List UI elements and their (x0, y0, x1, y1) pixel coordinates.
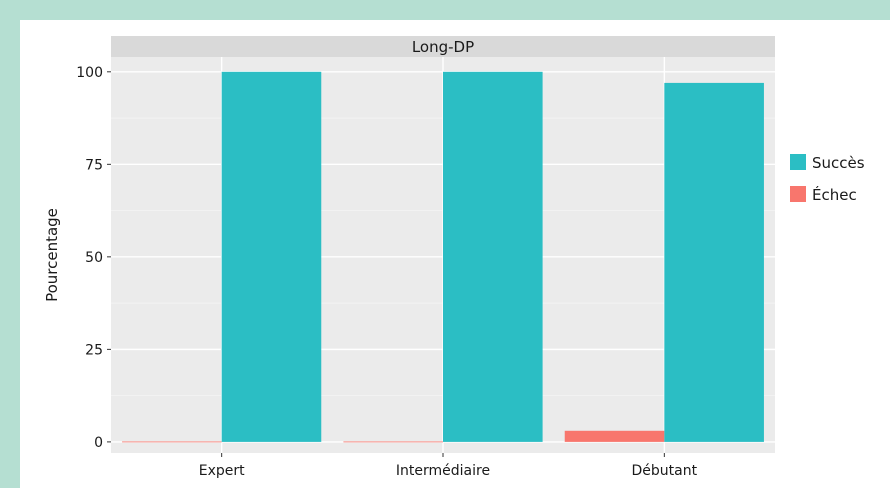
legend-swatch (790, 186, 806, 202)
y-axis-ticks: 0 25 50 75 100 (76, 65, 111, 451)
y-tick-label: 25 (85, 342, 103, 358)
bar (221, 71, 322, 442)
y-tick-label: 50 (85, 250, 103, 266)
x-tick-label: Intermédiaire (396, 463, 490, 479)
bar (343, 441, 443, 443)
x-tick-label: Expert (199, 463, 245, 479)
x-axis-ticks: Expert Intermédiaire Débutant (199, 453, 698, 479)
x-tick-label: Débutant (632, 463, 698, 479)
legend: Succès Échec (790, 154, 865, 204)
y-tick-label: 75 (85, 157, 103, 173)
y-axis-label: Pourcentage (43, 208, 61, 302)
y-tick-label: 0 (94, 435, 103, 451)
bar (122, 441, 222, 443)
bars (122, 71, 764, 443)
bar (443, 71, 543, 442)
bar (664, 82, 764, 442)
y-tick-label: 100 (76, 65, 103, 81)
legend-label: Succès (812, 154, 865, 172)
legend-swatch (790, 154, 806, 170)
facet-strip (111, 36, 775, 57)
facet-strip-label: Long-DP (412, 38, 474, 56)
bar (564, 430, 665, 442)
legend-label: Échec (812, 185, 857, 204)
